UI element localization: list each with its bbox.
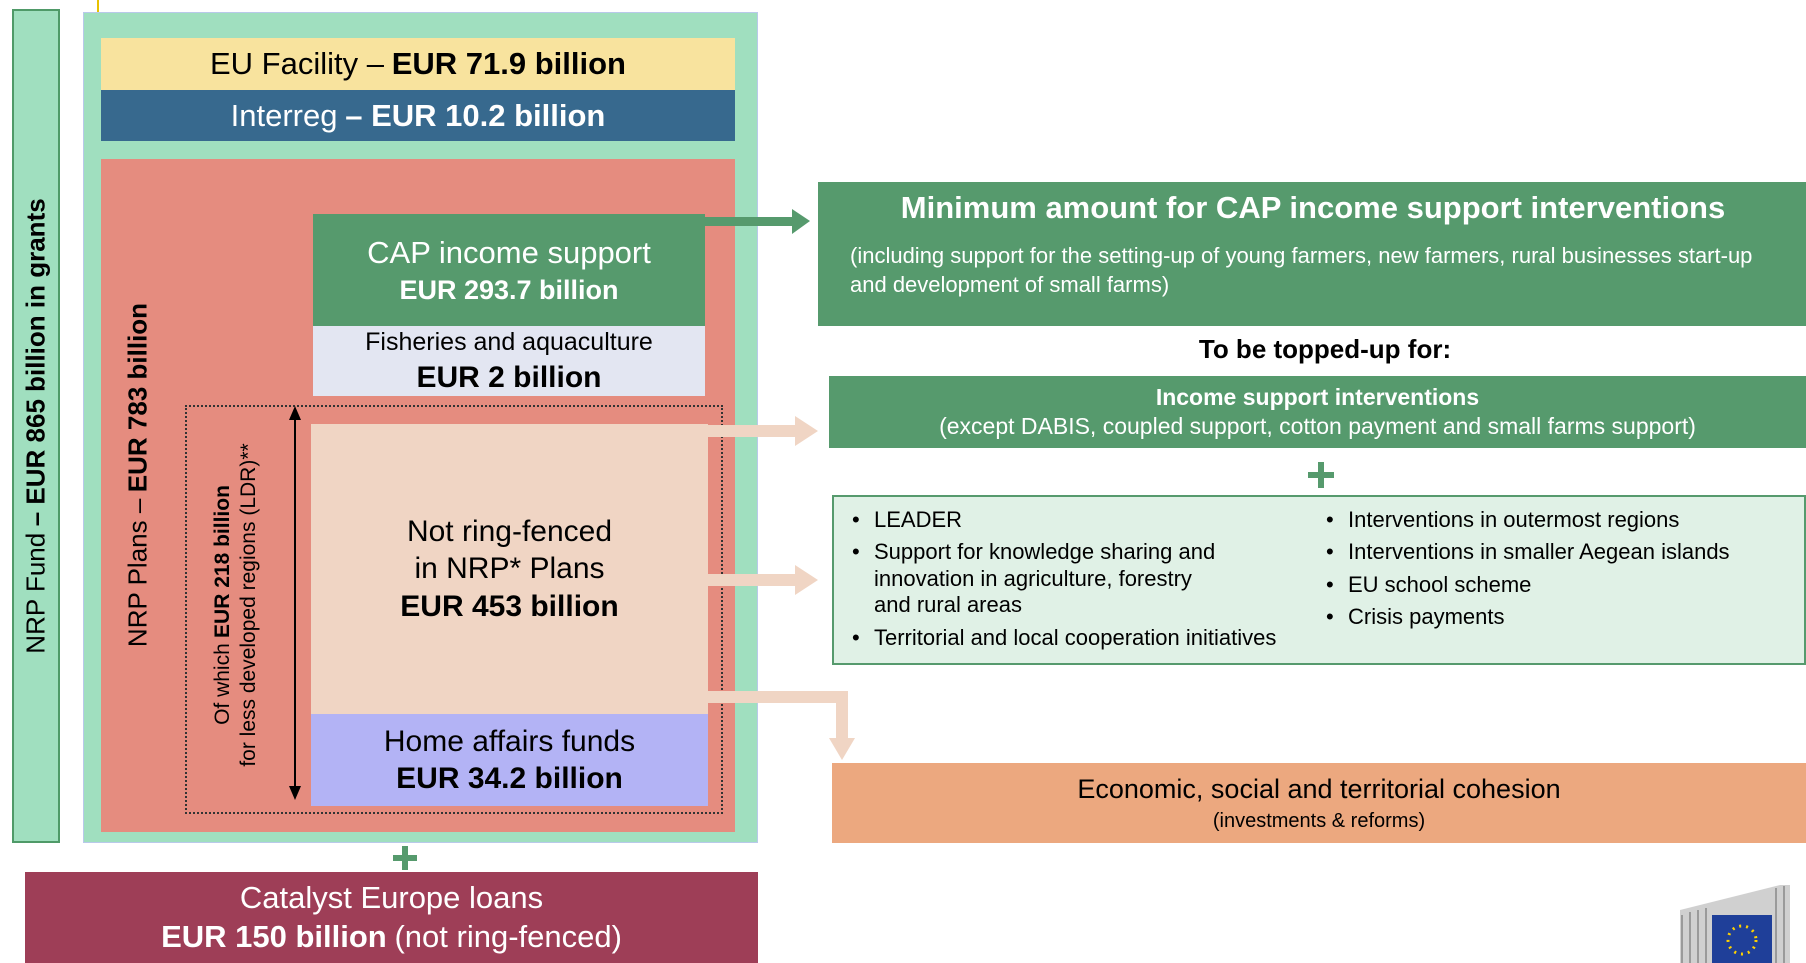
eu-facility: EU Facility – EUR 71.9 billion <box>101 38 735 90</box>
income-support-title: Income support interventions <box>1155 384 1480 411</box>
list-item: Interventions in outermost regions <box>1320 507 1800 534</box>
ldr-arrow-head <box>289 786 301 800</box>
ldr-box <box>185 405 723 814</box>
not-ring-fenced-line: Not ring-fenced <box>406 514 613 548</box>
cohesion-subtitle: (investments & reforms) <box>1212 809 1426 832</box>
plus <box>1318 462 1324 488</box>
interreg-strong: – EUR 10.2 billion <box>345 97 606 133</box>
not-ring-fenced-amount: EUR 453 billion <box>400 589 619 623</box>
peach-elbow <box>708 691 848 740</box>
eu-facility-strong: EUR 71.9 billion <box>391 46 626 81</box>
cap-support: CAP income support EUR 293.7 billion <box>313 214 705 326</box>
catalyst: Catalyst Europe loans EUR 150 billion (no… <box>25 872 758 963</box>
list-right: Interventions in outermost regions Inter… <box>1320 507 1800 637</box>
minimum-box: Minimum amount for CAP income support in… <box>818 182 1806 326</box>
intervention-list: LEADER Support for knowledge sharing and… <box>832 495 1806 665</box>
not-ring-fenced: Not ring-fenced in NRP* Plans EUR 453 bi… <box>311 424 708 714</box>
peach-arrow-head <box>829 738 855 760</box>
nrp-fund-bar <box>12 9 60 843</box>
eu-facility-label: EU Facility – EUR 71.9 billion <box>210 46 626 82</box>
home-affairs-amount: EUR 34.2 billion <box>396 762 623 795</box>
cohesion: Economic, social and territorial cohesio… <box>832 763 1806 843</box>
home-affairs-title: Home affairs funds <box>383 724 636 758</box>
income-support: Income support interventions (except DAB… <box>829 376 1806 448</box>
peach-arrow <box>708 574 795 586</box>
cap-arrow-head <box>792 209 810 234</box>
catalyst-text: (not ring-fenced) <box>394 918 622 954</box>
plus <box>402 846 408 870</box>
cap-support-amount: EUR 293.7 billion <box>399 274 619 305</box>
catalyst-title: Catalyst Europe loans <box>239 879 544 915</box>
peach-arrow <box>650 425 795 437</box>
interreg: Interreg – EUR 10.2 billion <box>101 90 735 141</box>
home-affairs: Home affairs funds EUR 34.2 billion <box>311 714 708 806</box>
topped-up: To be topped-up for: <box>1198 334 1452 364</box>
fisheries-title: Fisheries and aquaculture <box>365 327 653 356</box>
list-item: Crisis payments <box>1320 604 1800 631</box>
fisheries-amount: EUR 2 billion <box>416 360 602 394</box>
ldr-arrow-head <box>289 406 301 420</box>
minimum-description: (including support for the setting-up of… <box>850 243 1753 297</box>
interreg-text: Interreg <box>230 97 338 133</box>
list-item: Support for knowledge sharing and innova… <box>846 539 1234 618</box>
cohesion-title: Economic, social and territorial cohesio… <box>1077 774 1561 805</box>
catalyst-strong: EUR 150 billion <box>161 918 387 954</box>
income-support-description: (except DABIS, coupled support, cotton p… <box>939 413 1696 439</box>
catalyst-line: EUR 150 billion (not ring-fenced) <box>161 918 622 957</box>
peach-arrow-head <box>795 416 818 446</box>
cap-support-title: CAP income support <box>367 234 651 270</box>
eu-logo <box>1680 885 1790 963</box>
list-item: Interventions in smaller Aegean islands <box>1320 539 1800 566</box>
list-item: Territorial and local cooperation initia… <box>846 625 1474 652</box>
cap-arrow <box>700 217 792 226</box>
not-ring-fenced-line: in NRP* Plans <box>414 552 605 586</box>
fisheries: Fisheries and aquaculture EUR 2 billion <box>313 326 705 396</box>
interreg-label: Interreg – EUR 10.2 billion <box>231 98 606 134</box>
list-item: LEADER <box>846 507 1326 534</box>
peach-arrow-head <box>795 565 818 595</box>
minimum-title: Minimum amount for CAP income support in… <box>900 190 1726 225</box>
eu-facility-text: EU Facility – <box>209 46 384 81</box>
list-item: EU school scheme <box>1320 572 1800 599</box>
list-left: LEADER Support for knowledge sharing and… <box>846 507 1326 657</box>
